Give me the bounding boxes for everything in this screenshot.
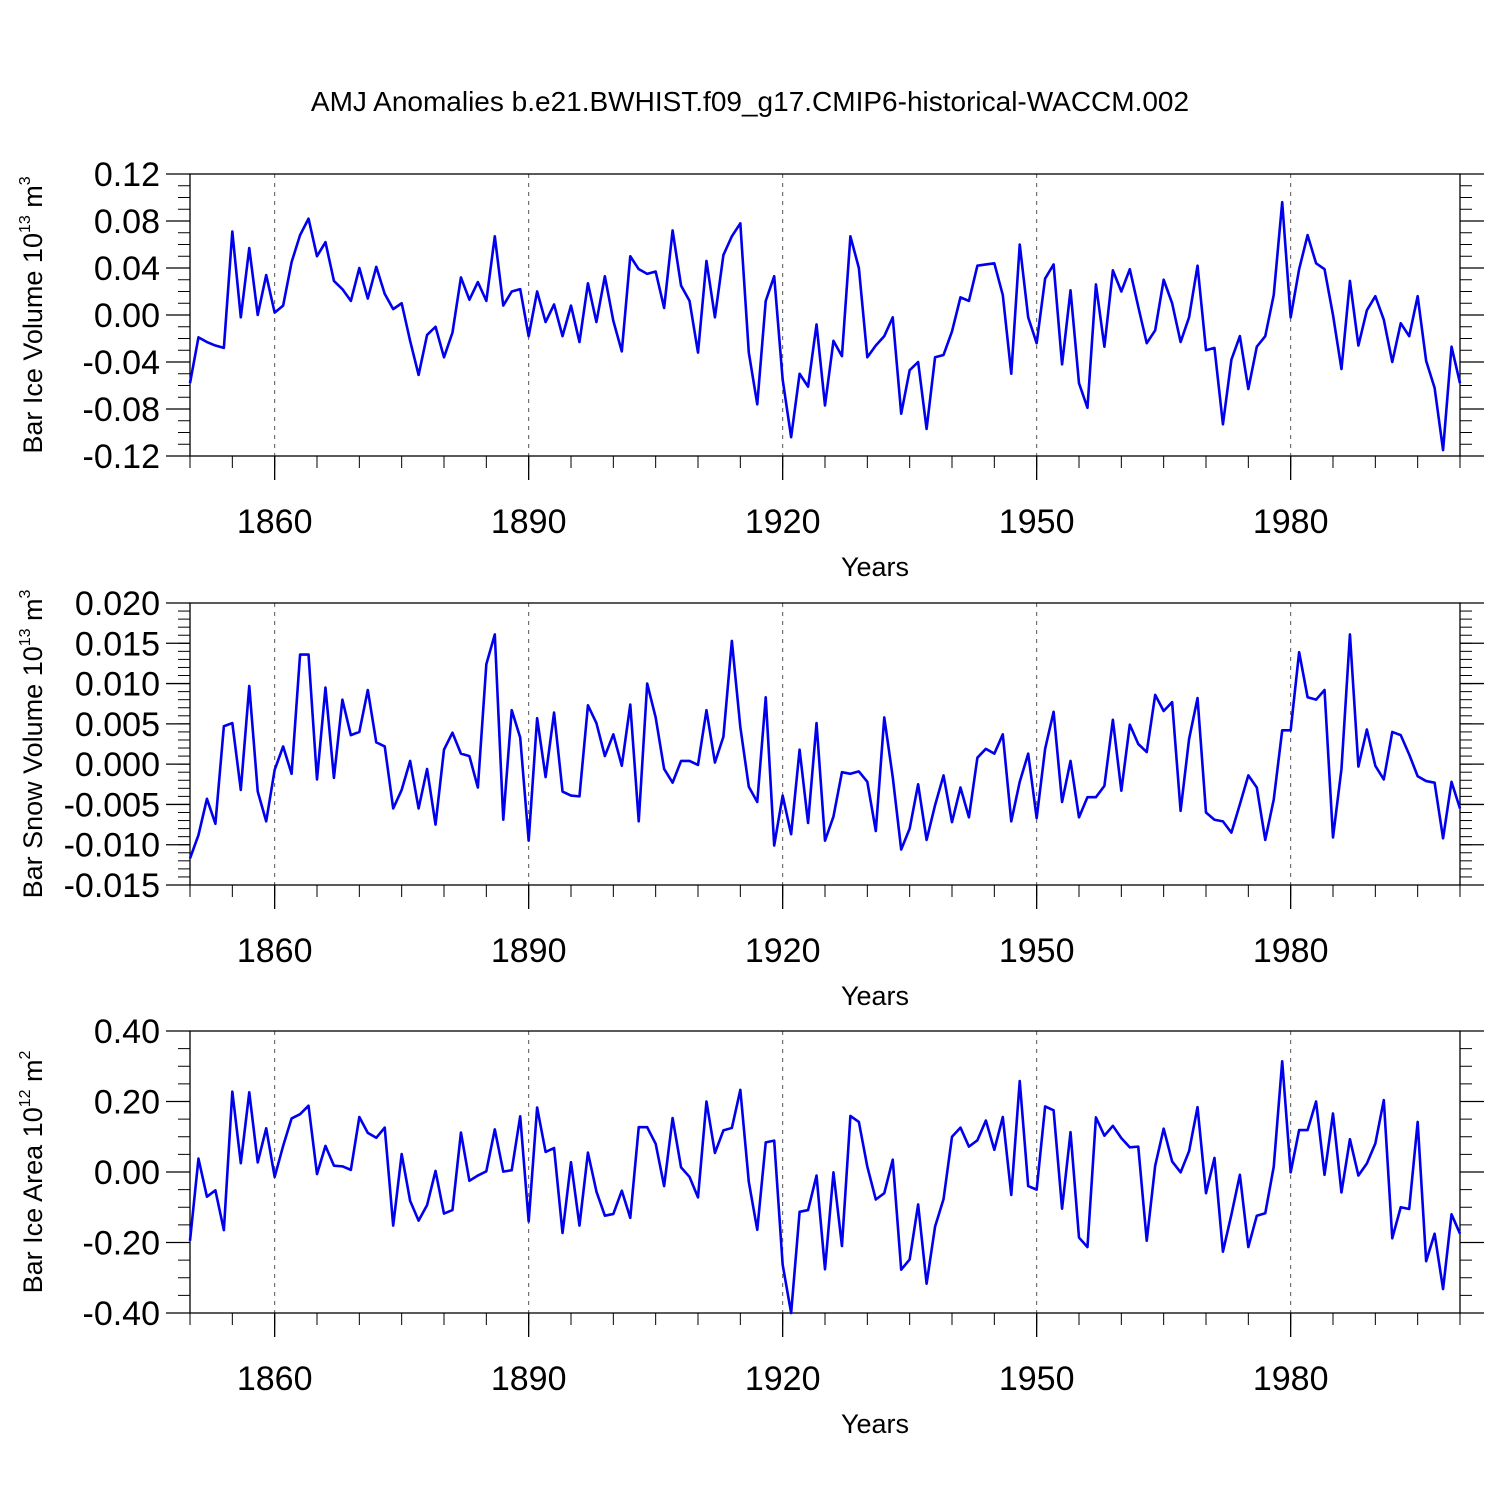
- x-tick-label-1860: 1860: [237, 932, 313, 970]
- x-axis-title: Years: [841, 1409, 909, 1439]
- x-tick-label-1950: 1950: [999, 1360, 1075, 1398]
- y-tick-label: 0.12: [94, 156, 160, 194]
- y-tick-label: -0.04: [83, 344, 161, 382]
- x-tick-label-1980: 1980: [1253, 932, 1329, 970]
- y-axis-title-superscript: 2: [17, 1050, 34, 1059]
- series-line: [188, 1060, 1462, 1315]
- y-tick-label: 0.04: [94, 250, 160, 288]
- series-points: [189, 202, 1461, 451]
- y-tick-label: -0.40: [83, 1295, 161, 1333]
- chart-title: AMJ Anomalies b.e21.BWHIST.f09_g17.CMIP6…: [311, 86, 1189, 117]
- y-axis-title: Bar Snow Volume 1013 m3: [17, 589, 48, 898]
- x-tick-label-1860: 1860: [237, 1360, 313, 1398]
- series-line: [188, 633, 1462, 859]
- x-tick-label-1890: 1890: [491, 932, 567, 970]
- y-tick-label: 0.40: [94, 1013, 160, 1051]
- y-axis-title-part: m: [18, 185, 48, 215]
- y-axis-title-superscript: 13: [17, 215, 34, 233]
- y-tick-label: -0.015: [64, 867, 160, 905]
- plot-frame: [189, 1030, 1461, 1314]
- y-tick-label: 0.00: [94, 297, 160, 335]
- panel-3: -0.40 -0.20 0.00 0.20 0.40 1860 1890 1920 1950 19…: [17, 1013, 1484, 1439]
- y-axis-title-superscript: 3: [17, 176, 34, 185]
- panels-group: -0.12 -0.08 -0.04 0.00 0.04 0.08 0.12 1860 1890 1…: [17, 156, 1484, 1439]
- x-tick-label-1980: 1980: [1253, 1360, 1329, 1398]
- y-tick-label: 0.00: [94, 1154, 160, 1192]
- y-axis-title-part: Bar Snow Volume 10: [18, 646, 48, 898]
- y-axis-title-part: m: [18, 598, 48, 628]
- series-points: [189, 1061, 1461, 1314]
- y-axis-title-superscript: 3: [17, 589, 34, 598]
- x-tick-label-1890: 1890: [491, 503, 567, 541]
- x-tick-label-1920: 1920: [745, 932, 821, 970]
- y-axis-title: Bar Ice Area 1012 m2: [17, 1050, 48, 1293]
- x-tick-label-1890: 1890: [491, 1360, 567, 1398]
- y-tick-label: 0.08: [94, 203, 160, 241]
- series-points: [189, 634, 1461, 859]
- series-line: [188, 200, 1462, 452]
- y-axis-title: Bar Ice Volume 1013 m3: [17, 176, 48, 453]
- x-tick-label-1920: 1920: [745, 503, 821, 541]
- y-tick-label: -0.20: [83, 1225, 161, 1263]
- panel-2: -0.015-0.010-0.0050.0000.0050.0100.0150.…: [17, 585, 1484, 1011]
- y-tick-label: 0.020: [75, 585, 160, 623]
- y-tick-label: 0.005: [75, 706, 160, 744]
- y-tick-label: -0.005: [64, 786, 160, 824]
- panel-1: -0.12 -0.08 -0.04 0.00 0.04 0.08 0.12 1860 1890 1…: [17, 156, 1484, 582]
- y-axis-title-part: Bar Ice Area 10: [18, 1107, 48, 1293]
- y-tick-label: 0.010: [75, 666, 160, 704]
- y-axis-title-part: Bar Ice Volume 10: [18, 233, 48, 454]
- x-axis-title: Years: [841, 552, 909, 582]
- y-axis-title-superscript: 12: [17, 1089, 34, 1107]
- x-tick-label-1980: 1980: [1253, 503, 1329, 541]
- x-tick-label-1950: 1950: [999, 503, 1075, 541]
- y-tick-label: 0.000: [75, 746, 160, 784]
- y-tick-label: 0.015: [75, 625, 160, 663]
- y-tick-label: -0.010: [64, 827, 160, 865]
- y-tick-label: -0.12: [83, 438, 161, 476]
- y-tick-label: 0.20: [94, 1084, 160, 1122]
- x-axis-title: Years: [841, 981, 909, 1011]
- y-tick-label: -0.08: [83, 391, 161, 429]
- y-axis-title-part: m: [18, 1059, 48, 1089]
- x-tick-label-1920: 1920: [745, 1360, 821, 1398]
- y-axis-title-superscript: 13: [17, 628, 34, 646]
- x-tick-label-1950: 1950: [999, 932, 1075, 970]
- x-tick-label-1860: 1860: [237, 503, 313, 541]
